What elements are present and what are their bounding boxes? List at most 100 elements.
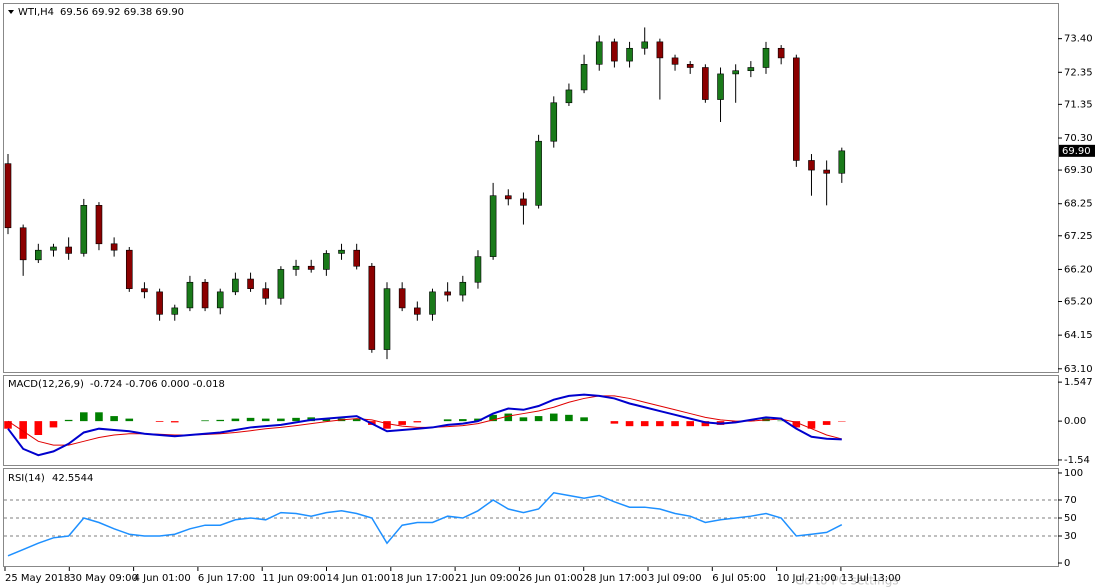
macd-histogram-bar — [792, 421, 801, 428]
candle-body — [323, 253, 330, 270]
macd-info: -0.724 -0.706 0.000 -0.018 — [90, 379, 225, 390]
x-tick-label: 28 Jun 17:00 — [584, 573, 648, 584]
macd-histogram-bar — [671, 421, 679, 427]
candle-body — [171, 307, 179, 315]
candle-body — [80, 205, 88, 254]
rsi-line — [7, 491, 843, 557]
macd-histogram-bar — [80, 412, 88, 422]
last-price-label: 69.90 — [1062, 146, 1091, 157]
candle-body — [747, 67, 755, 72]
macd-histogram-bar — [519, 417, 528, 422]
candle-body — [368, 265, 376, 350]
candle-body — [125, 249, 133, 289]
x-tick-label: 3 Jul 09:00 — [648, 573, 702, 584]
candle-body — [611, 41, 618, 62]
candle-body — [686, 63, 694, 68]
y-tick-label: 70.30 — [1064, 133, 1093, 144]
candle-body — [110, 243, 118, 251]
last-price-badge — [1059, 144, 1095, 157]
candle-body — [550, 102, 558, 142]
candle-body — [19, 227, 27, 261]
x-tick-label: 10 Jul 21:00 — [777, 573, 837, 584]
macd-histogram-bar — [701, 421, 710, 427]
macd-histogram-bar — [277, 418, 285, 422]
macd-histogram-bar — [34, 421, 43, 435]
macd-histogram-bar — [216, 419, 225, 422]
candle-body — [671, 57, 679, 65]
candle-body — [338, 249, 345, 254]
macd-histogram-bar — [49, 421, 58, 428]
candle-body — [307, 265, 315, 270]
candle-body — [565, 89, 573, 104]
candle-body — [35, 249, 42, 261]
macd-histogram-bar — [640, 421, 649, 427]
y-tick-label: 50 — [1064, 513, 1077, 524]
y-tick-label: 68.25 — [1064, 199, 1093, 210]
macd-histogram-bar — [489, 414, 497, 422]
candle-body — [793, 57, 800, 161]
y-tick-label: 64.15 — [1064, 330, 1093, 341]
candle-body — [429, 291, 436, 315]
macd-histogram-bar — [686, 421, 694, 427]
y-tick-label: 0 — [1064, 558, 1070, 569]
candle-body — [808, 160, 815, 171]
candle-body — [702, 67, 709, 100]
candle-body — [277, 269, 285, 299]
candle-body — [641, 41, 649, 49]
x-tick-label: 30 May 09:00 — [69, 573, 138, 584]
y-tick-label: 100 — [1064, 468, 1083, 479]
rsi-info: 42.5544 — [52, 473, 93, 484]
candle-body — [762, 47, 770, 68]
candle-body — [247, 278, 254, 289]
candle-body — [398, 288, 406, 309]
candle-body — [262, 288, 270, 299]
x-tick-label: 26 Jun 01:00 — [519, 573, 583, 584]
macd-histogram-bar — [504, 413, 513, 422]
y-tick-label: 63.10 — [1064, 364, 1093, 375]
macd-histogram-bar — [292, 417, 300, 422]
candle-body — [414, 307, 421, 315]
macd-histogram-bar — [398, 421, 406, 425]
y-tick-label: 72.35 — [1064, 67, 1093, 78]
candle-body — [520, 198, 527, 206]
macd-histogram-bar — [443, 419, 452, 422]
symbol-title: WTI,H4 — [18, 7, 54, 18]
candle-body — [232, 278, 239, 293]
candle-body — [95, 205, 103, 245]
macd-pane — [3, 375, 1059, 466]
y-tick-label: 30 — [1064, 531, 1077, 542]
candle-body — [141, 288, 148, 293]
macd-histogram-bar — [610, 421, 619, 424]
macd-histogram-bar — [580, 417, 588, 422]
macd-histogram-bar — [95, 412, 103, 422]
macd-histogram-bar — [322, 418, 331, 422]
macd-histogram-bar — [383, 421, 391, 429]
macd-histogram-bar — [534, 416, 543, 422]
y-tick-label: 69.30 — [1064, 165, 1093, 176]
candle-body — [156, 291, 163, 315]
macd-histogram-bar — [201, 420, 209, 422]
macd-title: MACD(12,26,9) — [8, 379, 84, 390]
macd-histogram-bar — [352, 418, 361, 422]
candle-body — [823, 169, 830, 174]
macd-histogram-bar — [261, 418, 270, 422]
candle-body — [777, 47, 785, 59]
x-tick-label: 18 Jun 17:00 — [391, 573, 455, 584]
y-tick-label: 70 — [1064, 495, 1077, 506]
macd-histogram-bar — [565, 414, 573, 422]
macd-histogram-bar — [4, 421, 12, 429]
candle-body — [732, 70, 739, 75]
macd-histogram-bar — [125, 418, 134, 422]
candle-body — [4, 163, 12, 229]
candle-body — [535, 140, 542, 206]
macd-histogram-bar — [822, 421, 831, 425]
y-tick-label: 71.35 — [1064, 99, 1093, 110]
menu-arrow[interactable] — [8, 10, 14, 14]
x-tick-label: 4 Jun 01:00 — [134, 573, 191, 584]
y-tick-label: 73.40 — [1064, 34, 1093, 45]
macd-main-line — [7, 393, 842, 457]
candle-body — [292, 265, 300, 270]
candle-body — [444, 291, 451, 296]
